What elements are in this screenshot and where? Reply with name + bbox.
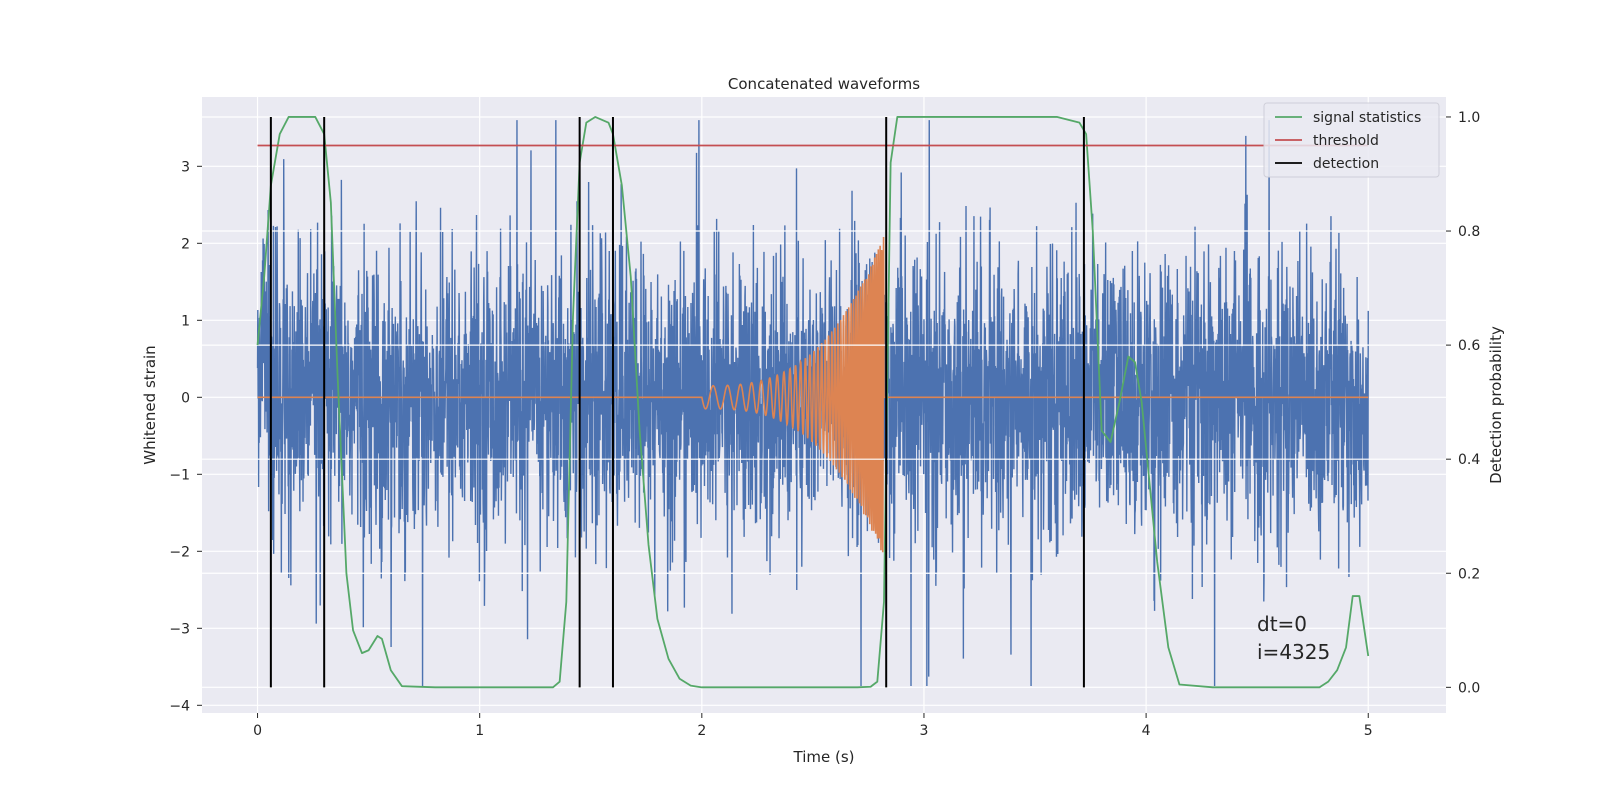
y-tick-label-right: 0.2 (1458, 566, 1480, 582)
x-tick-label: 5 (1364, 723, 1373, 739)
y-tick-label-right: 0.0 (1458, 680, 1480, 696)
x-tick-label: 0 (253, 723, 262, 739)
annotation-dt: dt=0 (1257, 612, 1307, 636)
y-tick-label-left: −4 (169, 698, 190, 714)
x-tick-label: 3 (920, 723, 929, 739)
y-tick-label-left: 0 (181, 390, 190, 406)
y-tick-label-right: 1.0 (1458, 110, 1480, 126)
chart-title: Concatenated waveforms (728, 75, 920, 93)
legend: signal statistics threshold detection (1263, 102, 1440, 178)
y-tick-label-right: 0.8 (1458, 224, 1480, 240)
y-tick-label-left: 2 (181, 236, 190, 252)
y-tick-label-right: 0.4 (1458, 452, 1480, 468)
x-tick-label: 1 (475, 723, 484, 739)
legend-signal-statistics-label: signal statistics (1313, 110, 1421, 126)
x-tick-label: 4 (1142, 723, 1151, 739)
y-tick-label-right: 0.6 (1458, 338, 1480, 354)
y-tick-label-left: −1 (169, 467, 190, 483)
y-tick-label-left: 1 (181, 313, 190, 329)
x-axis-label: Time (s) (793, 748, 855, 766)
x-tick-label: 2 (697, 723, 706, 739)
signal-statistics-series (256, 116, 1370, 689)
y-tick-label-left: 3 (181, 159, 190, 175)
signal-statistics-line (256, 116, 1370, 689)
injected-chirp-line (257, 236, 1369, 553)
y-tick-label-left: −2 (169, 544, 190, 560)
ticks: 0 1 2 3 4 5 −4 −3 −2 −1 0 1 2 3 0.0 0.2 0.4 0.6 0.8 1.0 (169, 110, 1480, 739)
detection-series (269, 116, 1085, 688)
legend-detection-label: detection (1313, 156, 1379, 172)
y-tick-label-left: −3 (169, 621, 190, 637)
y-axis-label-right: Detection probability (1487, 326, 1505, 484)
annotation-i: i=4325 (1257, 640, 1330, 664)
y-axis-label-left: Whitened strain (141, 345, 159, 464)
legend-box (1263, 102, 1440, 178)
legend-threshold-label: threshold (1313, 133, 1379, 149)
injected-chirp-series (257, 236, 1369, 553)
